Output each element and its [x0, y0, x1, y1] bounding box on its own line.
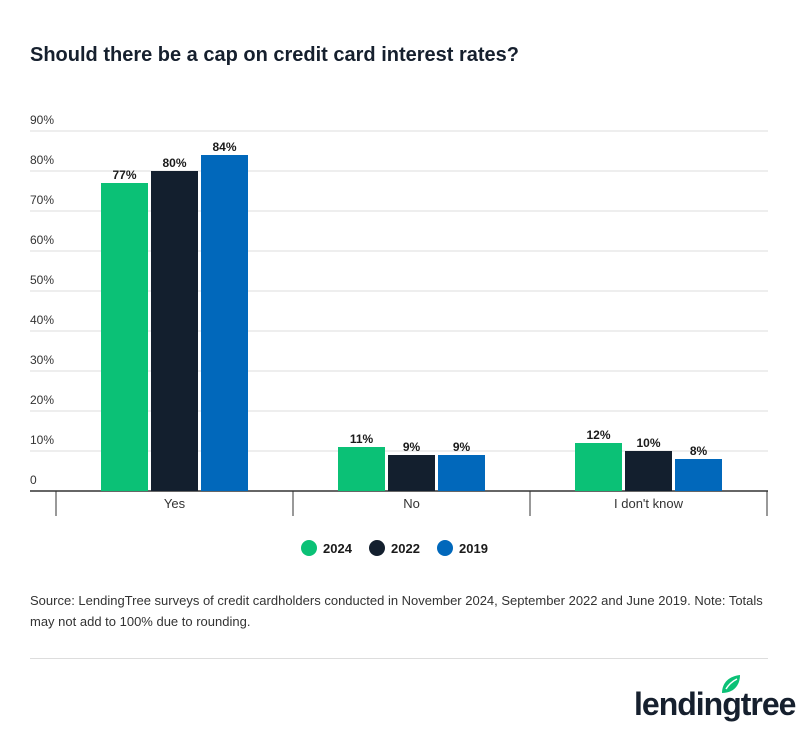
x-category-label: Yes: [164, 496, 186, 511]
bar-2022: [388, 455, 435, 491]
bar-2019: [201, 155, 248, 491]
y-tick-label: 10%: [30, 433, 54, 447]
bar-2024: [101, 183, 148, 491]
bar-2022: [625, 451, 672, 491]
bar-chart: 0 10% 20% 30% 40% 50% 60% 70% 80% 90% Yes 77% 80% 84%…: [30, 113, 768, 556]
legend-swatch: [369, 540, 385, 556]
y-tick-label: 50%: [30, 273, 54, 287]
logo-text: lendingtree: [634, 686, 796, 722]
data-label: 8%: [690, 444, 708, 458]
y-tick-label: 90%: [30, 113, 54, 127]
divider: [30, 658, 768, 659]
legend-label: 2019: [459, 541, 488, 556]
bar-2022: [151, 171, 198, 491]
x-category-label: No: [403, 496, 420, 511]
bar-2024: [575, 443, 622, 491]
y-tick-label: 40%: [30, 313, 54, 327]
data-label: 84%: [212, 140, 236, 154]
legend-swatch: [437, 540, 453, 556]
bar-2019: [438, 455, 485, 491]
legend-swatch: [301, 540, 317, 556]
y-tick-label: 80%: [30, 153, 54, 167]
y-tick-label: 70%: [30, 193, 54, 207]
data-label: 10%: [636, 436, 660, 450]
chart-title: Should there be a cap on credit card int…: [30, 44, 520, 66]
y-tick-label: 60%: [30, 233, 54, 247]
x-category-label: I don't know: [614, 496, 684, 511]
bar-2019: [675, 459, 722, 491]
legend-label: 2024: [323, 541, 353, 556]
data-label: 77%: [112, 168, 136, 182]
source-note: Source: LendingTree surveys of credit ca…: [30, 593, 763, 629]
y-tick-label: 20%: [30, 393, 54, 407]
leaf-icon: [722, 675, 740, 693]
data-label: 12%: [586, 428, 610, 442]
data-label: 11%: [350, 432, 374, 446]
y-tick-label: 0: [30, 473, 37, 487]
y-tick-label: 30%: [30, 353, 54, 367]
data-label: 9%: [453, 440, 471, 454]
bar-2024: [338, 447, 385, 491]
data-label: 80%: [162, 156, 186, 170]
legend-label: 2022: [391, 541, 420, 556]
data-label: 9%: [403, 440, 421, 454]
